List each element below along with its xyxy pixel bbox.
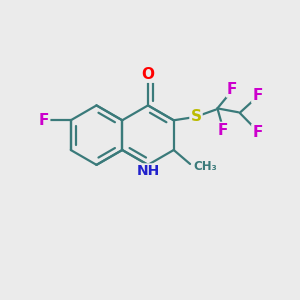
Text: S: S xyxy=(190,109,202,124)
Text: F: F xyxy=(252,88,263,103)
Text: F: F xyxy=(218,123,228,138)
Text: CH₃: CH₃ xyxy=(193,160,217,173)
Text: F: F xyxy=(252,125,263,140)
Text: F: F xyxy=(227,82,238,97)
Text: F: F xyxy=(39,113,49,128)
Text: O: O xyxy=(142,67,154,82)
Text: NH: NH xyxy=(136,164,160,178)
